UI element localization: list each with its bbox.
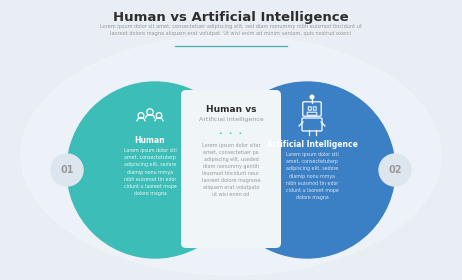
Text: 02: 02 — [388, 165, 402, 175]
Text: Lorem ipsum dolor sitar
amet, consectetuer pe
adipiscing elit, useded
diam nonum: Lorem ipsum dolor sitar amet, consectetu… — [202, 143, 260, 197]
Text: Lorem ipsum dolor siti
amet, consectetuterp
adipiscing elit, sedore
diamip nonu : Lorem ipsum dolor siti amet, consectetut… — [123, 148, 176, 196]
Circle shape — [379, 154, 411, 186]
Text: Artificial Intelligence: Artificial Intelligence — [199, 117, 263, 122]
Text: Human vs Artificial Intelligence: Human vs Artificial Intelligence — [113, 11, 349, 24]
Text: Lorem ipsum dolor sit amet, consectetuer adipiscing elit, sed diam nonummy nibh : Lorem ipsum dolor sit amet, consectetuer… — [100, 24, 362, 36]
Ellipse shape — [21, 35, 441, 275]
Circle shape — [51, 154, 83, 186]
Text: Artificial Intelligence: Artificial Intelligence — [267, 140, 358, 149]
FancyBboxPatch shape — [181, 90, 281, 248]
Circle shape — [310, 95, 314, 99]
Text: Human: Human — [135, 136, 165, 145]
Circle shape — [67, 82, 243, 258]
Text: 01: 01 — [60, 165, 74, 175]
Circle shape — [219, 82, 395, 258]
Text: Human vs: Human vs — [206, 105, 256, 114]
Text: Lorem ipsum dolor siti
amet, consectetuterp
adipiscing elit, sedore
diamip nonu : Lorem ipsum dolor siti amet, consectetut… — [286, 152, 339, 200]
Text: •   •   •: • • • — [219, 131, 243, 136]
